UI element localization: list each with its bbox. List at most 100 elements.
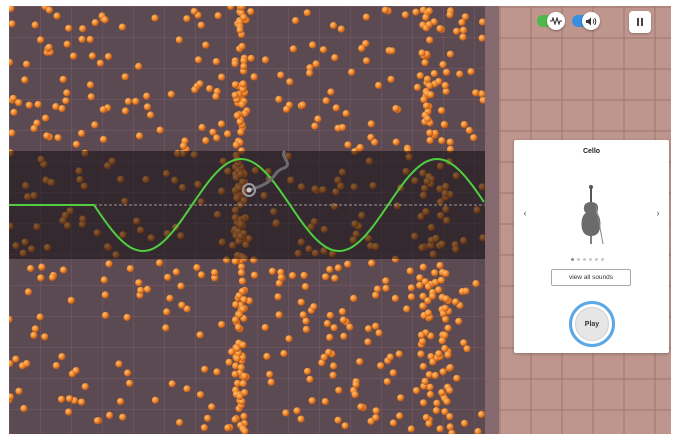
particle: [346, 323, 354, 331]
particle: [352, 381, 360, 389]
particle: [446, 413, 454, 421]
particle: [240, 62, 248, 70]
particle: [448, 429, 456, 434]
particle: [202, 41, 210, 49]
particle: [300, 271, 308, 279]
previous-sound-button[interactable]: ‹: [519, 206, 531, 220]
particle: [467, 68, 475, 76]
particle: [101, 16, 109, 24]
particle: [388, 47, 396, 55]
particle: [302, 317, 310, 325]
particle: [33, 119, 41, 127]
particle: [438, 137, 446, 145]
particle: [224, 130, 232, 138]
particle: [240, 57, 248, 65]
particle: [341, 422, 349, 430]
particle: [241, 109, 249, 118]
particle: [436, 425, 444, 433]
particle: [163, 308, 171, 316]
particle: [377, 362, 385, 370]
particle: [463, 345, 471, 353]
particle: [446, 386, 454, 394]
particle: [436, 25, 444, 33]
page-dot[interactable]: [571, 258, 574, 261]
particle: [23, 360, 31, 368]
particle: [54, 134, 62, 142]
next-sound-button[interactable]: ›: [652, 206, 664, 220]
particle: [435, 350, 443, 358]
particle: [52, 362, 61, 370]
particle: [263, 352, 271, 360]
particle: [403, 305, 411, 313]
particle: [143, 92, 151, 100]
particle: [225, 358, 233, 366]
particle: [9, 6, 15, 13]
particle: [427, 91, 435, 99]
particle: [91, 121, 99, 129]
pause-button[interactable]: [629, 11, 651, 33]
particle: [239, 80, 247, 88]
particle: [311, 122, 319, 130]
particle: [233, 344, 241, 352]
particle: [231, 370, 239, 378]
play-button-ring: Play: [569, 301, 615, 347]
particle: [235, 311, 244, 319]
page-dot[interactable]: [601, 258, 604, 261]
particle: [303, 367, 312, 375]
sound-page-dots: [571, 258, 611, 264]
particle: [460, 339, 468, 347]
page-dot[interactable]: [595, 258, 598, 261]
particle: [478, 34, 485, 42]
particle: [79, 25, 87, 33]
particle: [424, 283, 432, 291]
particle: [69, 52, 78, 60]
particle: [383, 378, 391, 386]
page-dot[interactable]: [589, 258, 592, 261]
particle: [99, 135, 108, 143]
waveform-toggle[interactable]: [537, 12, 567, 30]
particle: [211, 269, 219, 277]
probe-cable: [248, 149, 290, 192]
particle: [123, 313, 131, 321]
particle: [191, 86, 199, 94]
particle: [461, 419, 469, 427]
particle: [277, 273, 285, 282]
particle: [367, 417, 375, 425]
particle: [132, 97, 140, 105]
sound-toggle[interactable]: [572, 12, 602, 30]
particle: [143, 285, 152, 293]
particle: [443, 398, 451, 406]
particle: [65, 24, 73, 32]
particle: [209, 128, 217, 136]
particle: [362, 57, 371, 65]
particle: [429, 292, 437, 300]
particle: [458, 18, 466, 27]
particle: [30, 331, 38, 339]
page-dot[interactable]: [583, 258, 586, 261]
particle: [240, 13, 248, 21]
particle: [329, 21, 338, 30]
instrument-title: Cello: [582, 148, 601, 155]
particle: [392, 138, 400, 146]
view-all-sounds-button[interactable]: view all sounds: [551, 269, 631, 286]
particle: [280, 349, 288, 358]
particle: [240, 296, 248, 304]
particle: [437, 276, 445, 284]
particle: [104, 53, 112, 61]
particle: [9, 360, 14, 368]
particle: [407, 284, 415, 292]
particle: [289, 272, 297, 280]
particle: [441, 304, 449, 312]
particle: [426, 383, 434, 391]
particle: [375, 329, 383, 337]
particle: [126, 379, 134, 387]
particle: [306, 64, 314, 72]
play-button[interactable]: Play: [575, 307, 609, 341]
page-dot[interactable]: [577, 258, 580, 261]
particle: [452, 298, 460, 306]
particle: [372, 291, 380, 299]
particle: [460, 121, 468, 129]
particle: [312, 60, 320, 68]
particle: [238, 100, 246, 108]
particle: [335, 386, 343, 394]
